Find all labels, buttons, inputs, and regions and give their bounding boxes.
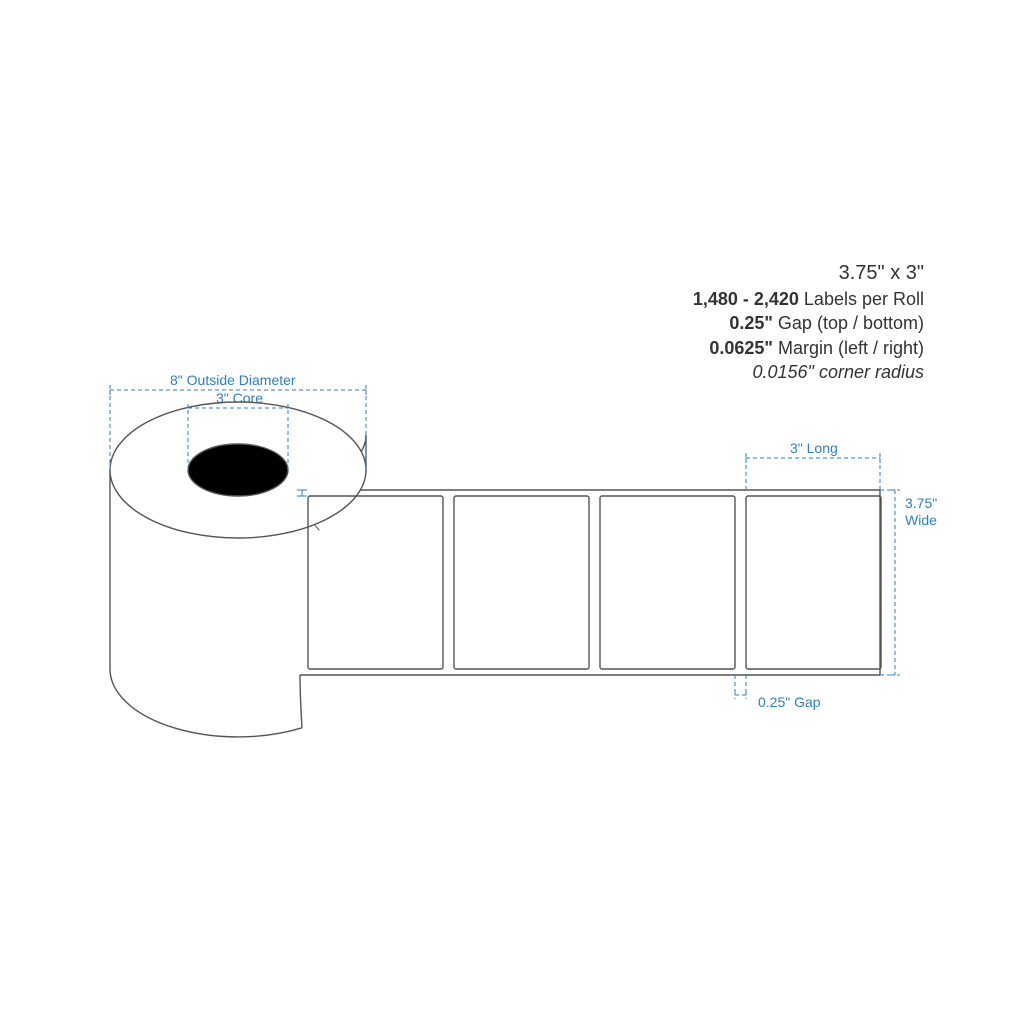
label-roll-diagram [0, 0, 1024, 1024]
